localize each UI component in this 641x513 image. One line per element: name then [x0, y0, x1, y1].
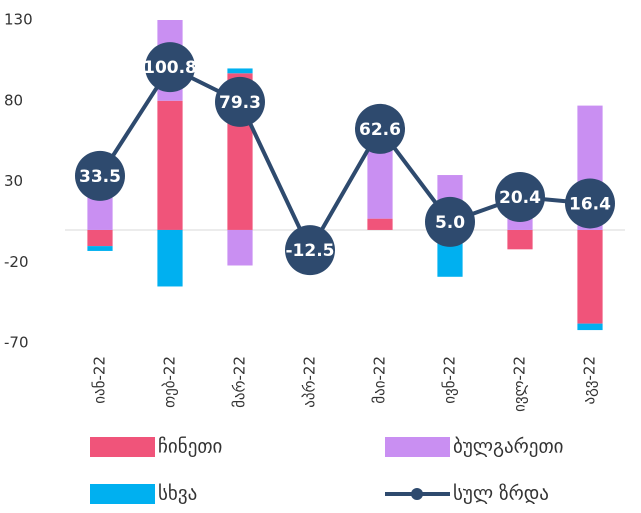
- legend-label: ჩინეთი: [158, 436, 222, 458]
- bar: [367, 218, 393, 230]
- bar: [227, 229, 253, 266]
- marker: [215, 76, 265, 127]
- x-tick-label: მარ-22: [231, 356, 249, 408]
- bar: [577, 323, 603, 331]
- legend-swatch: [90, 437, 155, 457]
- data-label: 79.3: [219, 93, 261, 113]
- x-tick-label: იან-22: [91, 356, 109, 404]
- x-tick-label: ივლ-22: [511, 356, 529, 412]
- legend-label: სხვა: [158, 483, 197, 505]
- legend-label: სულ ზრდა: [453, 483, 549, 505]
- data-label: -12.5: [286, 241, 335, 261]
- data-label: 33.5: [79, 167, 121, 187]
- x-tick-label: აპრ-22: [301, 356, 319, 408]
- marker: [145, 42, 195, 93]
- marker: [285, 225, 335, 276]
- bar: [87, 229, 113, 247]
- y-tick-label: 80: [4, 91, 23, 109]
- x-tick-label: თებ-22: [161, 356, 179, 408]
- data-label: 16.4: [569, 194, 611, 214]
- y-tick-label: 30: [4, 172, 23, 190]
- bar: [577, 229, 603, 324]
- legend-label: ბულგარეთი: [453, 436, 564, 458]
- data-label: 20.4: [499, 188, 541, 208]
- y-tick-label: -70: [4, 334, 29, 352]
- x-tick-label: აგვ-22: [581, 356, 599, 405]
- bar: [507, 229, 533, 250]
- data-label: 5.0: [435, 213, 465, 233]
- y-tick-label: 130: [4, 11, 33, 29]
- bar: [157, 100, 183, 230]
- x-tick-label: ივნ-22: [441, 356, 459, 404]
- marker: [425, 196, 475, 247]
- legend-marker: [411, 488, 423, 500]
- marker: [495, 172, 545, 223]
- legend-swatch: [385, 437, 450, 457]
- bar: [87, 246, 113, 251]
- x-tick-label: მაი-22: [371, 356, 389, 404]
- legend-swatch: [90, 484, 155, 504]
- data-label: 62.6: [359, 120, 401, 140]
- bar: [157, 229, 183, 287]
- marker: [75, 150, 125, 201]
- marker: [355, 103, 405, 154]
- bar: [227, 68, 253, 74]
- y-tick-label: -20: [4, 253, 29, 271]
- marker: [565, 178, 615, 229]
- data-label: 100.8: [143, 58, 197, 78]
